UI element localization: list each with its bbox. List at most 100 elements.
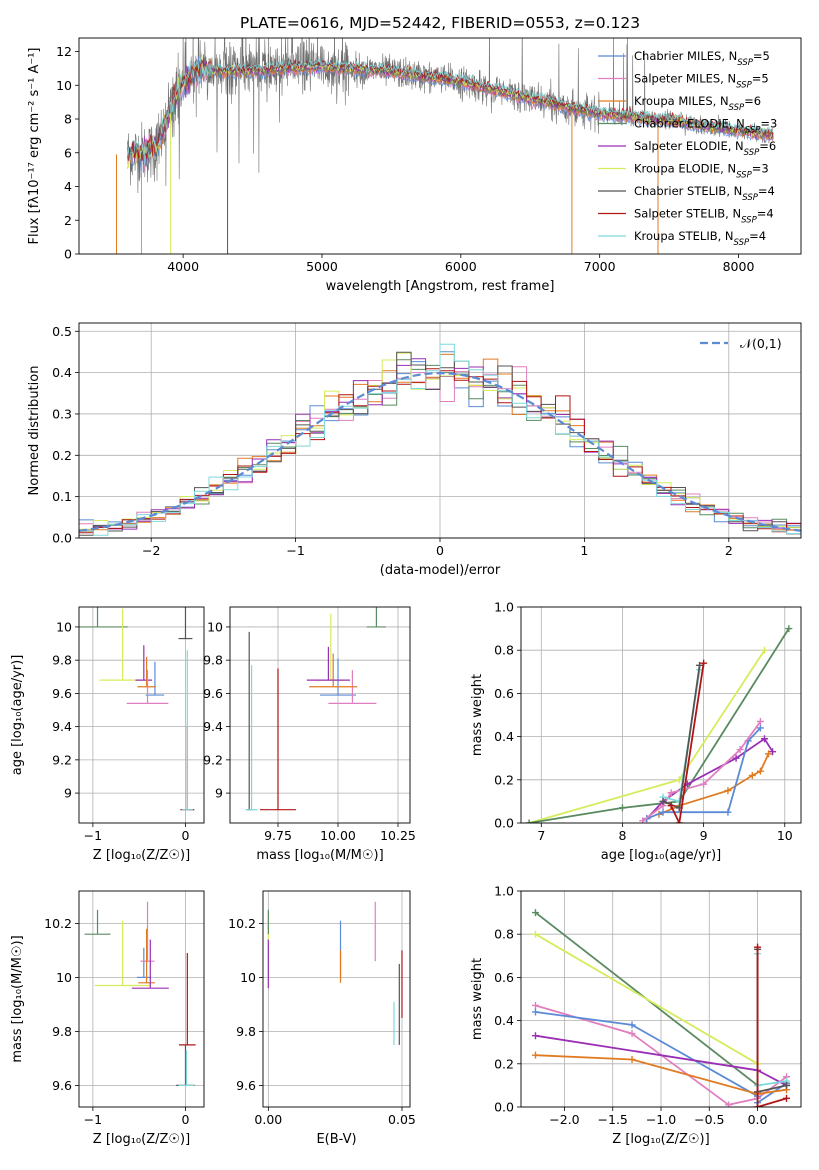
panel-age-vs-Z: −1 0 9 9.2 9.4 9.6 9.8 10 Z [log₁₀(Z/Z☉)] age [lo… [10,606,205,863]
legend: Chabrier MILES, NSSP=5 Salpeter MILES, NS… [598,49,777,248]
y-tick-label: 9.8 [52,653,72,668]
x-axis-label: age [log₁₀(age/yr)] [601,848,722,863]
x-tick-label: 1 [580,543,588,558]
errorbar-point [316,613,346,681]
x-tick-label: 0 [182,1112,190,1127]
series-point [531,1008,539,1016]
series-point [754,1103,762,1107]
x-tick-label: −1 [84,1112,102,1127]
series-point [675,776,683,784]
errorbar-point [136,947,151,979]
x-axis-label: Z [log₁₀(Z/Z☉)] [612,1132,709,1147]
y-tick-label: 9.6 [203,686,223,701]
series-point [618,804,626,812]
legend-label: Chabrier ELODIE, NSSP=3 [634,117,777,136]
series-point [765,750,773,758]
errorbar-point [138,928,155,984]
errorbar-point [94,920,151,987]
legend-label: Chabrier MILES, NSSP=5 [634,49,770,68]
y-axis-label: Flux [fλ10⁻¹⁷ erg cm⁻² s⁻¹ A⁻¹] [27,48,42,245]
y-axis-label: Normed distribution [27,366,42,496]
axes-frame [78,890,205,1108]
legend-label: Salpeter STELIB, NSSP=4 [634,207,774,226]
series-line-chabrier-elodie [528,628,790,823]
y-tick-label: 9.4 [52,719,72,734]
series-point [525,819,533,823]
errorbar-point [309,653,358,688]
plot-area-age-vs-mass [245,607,386,811]
y-tick-label: 0.6 [494,970,514,985]
y-tick-label: 12 [56,44,72,59]
plot-area-mass-vs-Z [84,901,196,1087]
axes-frame [78,37,802,255]
y-axis-label: mass weight [470,958,485,1040]
series-point [769,748,777,756]
y-tick-label: 10 [207,619,223,634]
panel-weight-vs-age: 7 8 9 10 0.0 0.2 0.4 0.6 0.8 1.0 age [log₁₀(age/yr… [470,600,802,863]
x-tick-label: 8000 [723,259,755,274]
series-point [754,943,762,951]
y-tick-label: 0.8 [494,927,514,942]
errorbar-point [179,953,196,1046]
errorbar-point [99,608,146,681]
y-tick-label: 4 [64,179,72,194]
x-tick-label: −2.0 [549,1112,579,1127]
panel-spectrum: 4000 5000 6000 7000 8000 0 2 4 6 8 10 12 wavelength … [27,37,802,294]
axes-frame [229,606,411,824]
series-point [724,787,732,795]
y-tick-label: 0.2 [494,1056,514,1071]
x-tick-label: 5000 [306,259,338,274]
errorbar-point [366,607,386,628]
y-tick-label: 0.8 [494,643,514,658]
series-point [667,789,675,797]
y-axis-label: mass weight [470,674,485,756]
series-line-salpeter-elodie [646,737,774,820]
series-line-salpeter-stelib [756,947,787,1107]
x-axis-label: E(B-V) [316,1132,356,1147]
errorbar-point [145,661,165,696]
normal-curve [79,371,801,532]
series-point [783,1094,791,1102]
x-tick-label: 0 [436,543,444,558]
x-tick-label: 10.25 [380,828,416,843]
y-tick-label: 1.0 [494,600,514,615]
series-point [724,808,732,816]
axes-frame [262,890,411,1108]
y-tick-label: 9.6 [236,1078,256,1093]
y-tick-label: 0.4 [494,729,514,744]
x-axis-label: (data-model)/error [380,563,501,578]
axes-frame [520,606,802,824]
plot-area-weight-vs-age [525,625,793,823]
series-point [639,817,647,823]
y-tick-label: 0.6 [494,686,514,701]
x-tick-label: 2 [725,543,733,558]
x-tick-label: 9.75 [264,828,292,843]
series-point [675,819,683,823]
series-point [531,1032,539,1040]
y-tick-label: 6 [64,145,72,160]
errorbar-point [260,668,296,811]
y-tick-label: 9 [64,786,72,801]
series-point [760,735,768,743]
errorbar-point [245,665,258,811]
legend-label: Chabrier STELIB, NSSP=4 [634,184,775,203]
x-tick-label: −1.0 [646,1112,676,1127]
series-point [531,909,539,917]
y-tick-label: 9.4 [203,719,223,734]
x-tick-label: 4000 [167,259,199,274]
plot-area-weight-vs-Z [531,909,791,1107]
y-tick-label: 0.0 [52,531,72,546]
series-point [725,1101,733,1107]
errorbar-point [126,670,169,704]
x-axis-label: Z [log₁₀(Z/Z☉)] [93,1132,190,1147]
series-point [760,646,768,654]
plot-area-residuals [79,343,801,538]
series-point [783,1081,791,1089]
x-tick-label: 10.00 [320,828,356,843]
y-tick-label: 10 [56,78,72,93]
y-tick-label: 0.4 [52,365,72,380]
y-tick-label: 8 [64,112,72,127]
x-tick-label: 6000 [445,259,477,274]
series-line-salpeter-stelib [670,663,705,823]
